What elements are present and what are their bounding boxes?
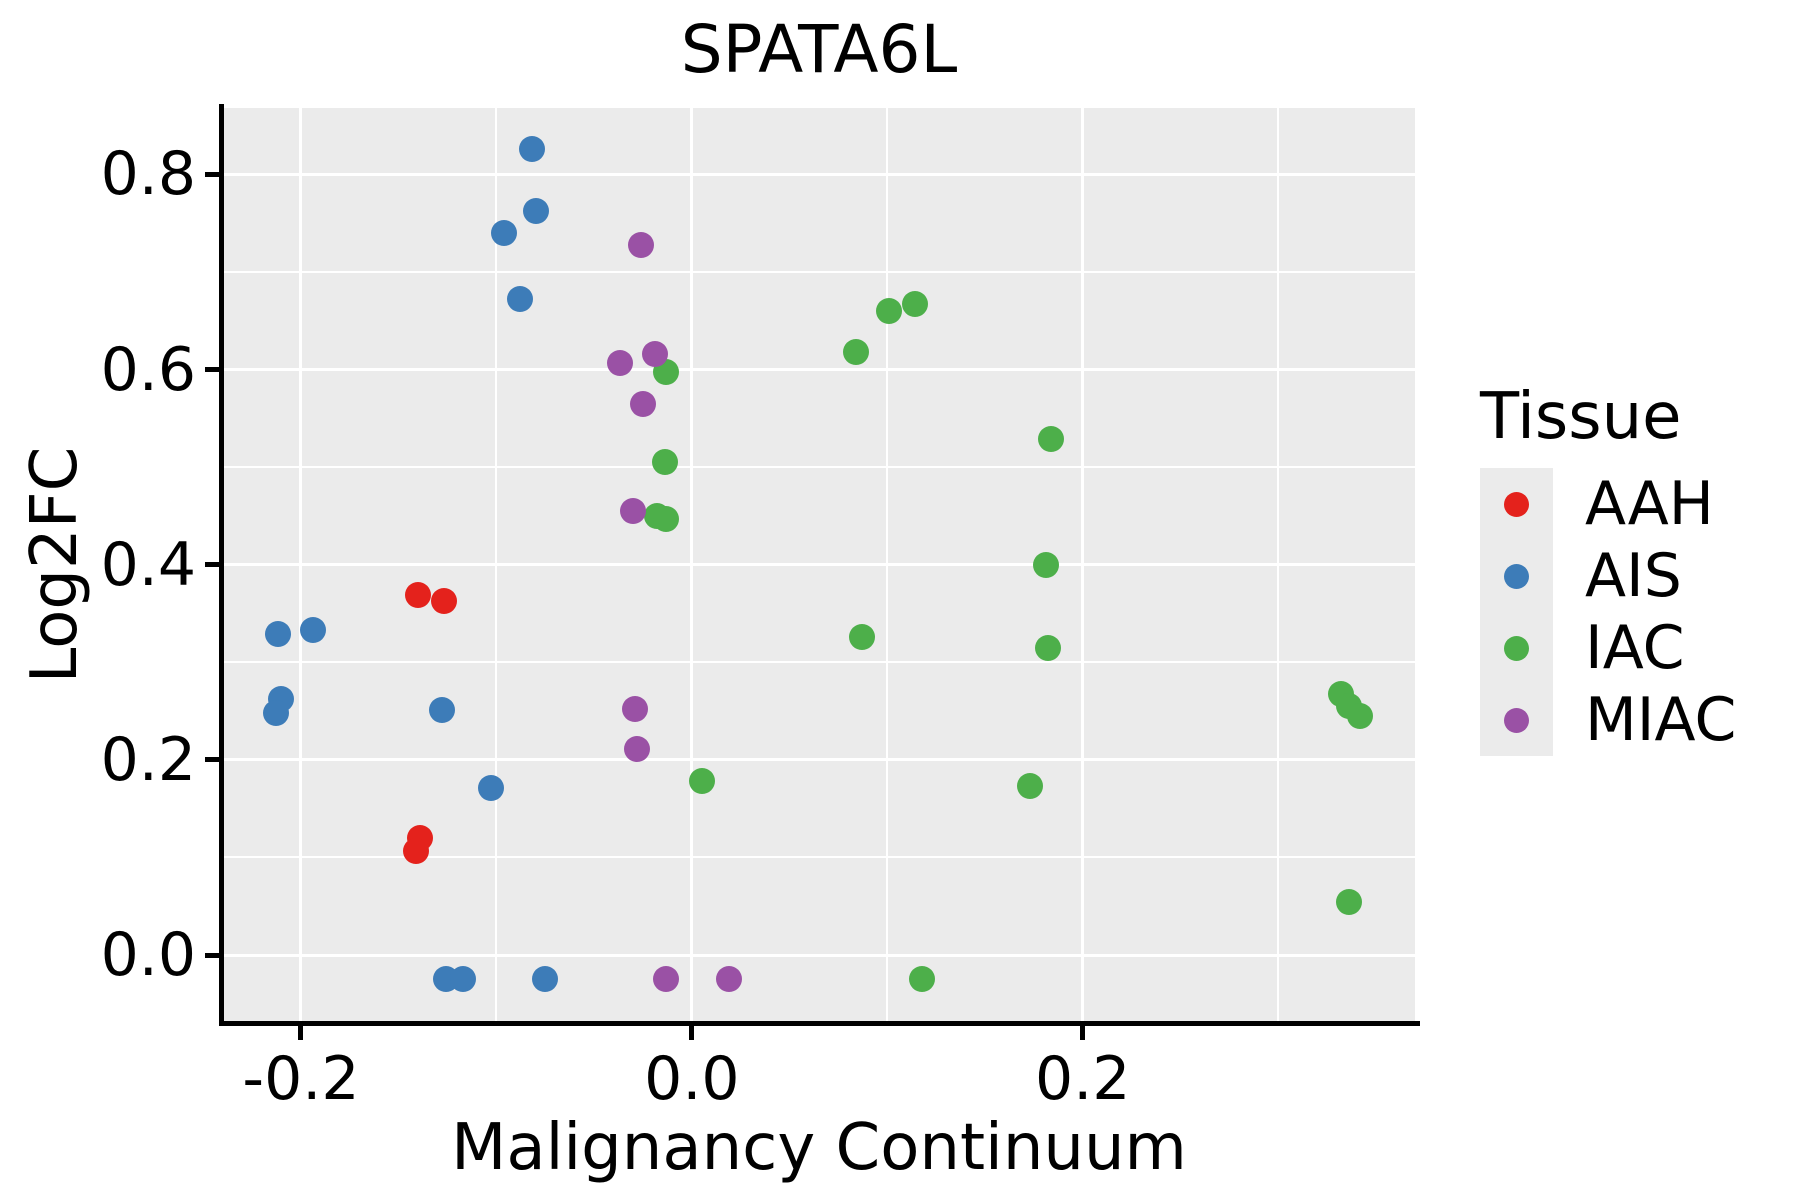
data-point-iac bbox=[848, 623, 875, 650]
data-point-aah bbox=[430, 587, 457, 614]
y-axis-tick bbox=[205, 952, 219, 958]
y-tick-label: 0.2 bbox=[100, 724, 196, 795]
data-point-iac bbox=[909, 966, 936, 993]
legend-title: Tissue bbox=[1480, 380, 1682, 454]
y-major-gridline bbox=[223, 953, 1415, 957]
data-point-miac bbox=[715, 966, 742, 993]
x-axis-tick bbox=[298, 1026, 304, 1040]
data-point-ais bbox=[428, 697, 455, 724]
data-point-iac bbox=[1016, 773, 1043, 800]
y-minor-gridline bbox=[223, 856, 1415, 859]
data-point-iac bbox=[901, 291, 928, 318]
legend-label: AIS bbox=[1585, 541, 1682, 611]
y-major-gridline bbox=[223, 172, 1415, 176]
legend-label: AAH bbox=[1585, 469, 1714, 539]
data-point-miac bbox=[653, 966, 680, 993]
data-point-iac bbox=[1335, 889, 1362, 916]
legend-key bbox=[1480, 468, 1553, 540]
data-point-miac bbox=[620, 498, 647, 525]
data-point-ais bbox=[262, 700, 289, 727]
data-point-ais bbox=[299, 617, 326, 644]
plot-panel bbox=[223, 108, 1415, 1021]
y-major-gridline bbox=[223, 563, 1415, 567]
data-point-ais bbox=[506, 286, 533, 313]
y-minor-gridline bbox=[223, 466, 1415, 469]
x-axis-tick bbox=[1080, 1026, 1086, 1040]
y-axis-tick bbox=[205, 562, 219, 568]
data-point-iac bbox=[1347, 702, 1374, 729]
legend-label: MIAC bbox=[1585, 685, 1737, 755]
legend: Tissue AAH AIS IAC MIAC bbox=[1480, 382, 1800, 756]
legend-entries: AAH AIS IAC MIAC bbox=[1480, 468, 1800, 756]
legend-dot-iac bbox=[1504, 635, 1529, 661]
data-point-iac bbox=[651, 449, 678, 476]
data-point-iac bbox=[653, 505, 680, 532]
y-tick-label: 0.4 bbox=[100, 529, 196, 600]
x-tick-label: 0.0 bbox=[644, 1044, 740, 1114]
legend-key bbox=[1480, 684, 1553, 756]
x-axis-tick bbox=[689, 1026, 695, 1040]
legend-dot-aah bbox=[1504, 491, 1529, 517]
plot-title: SPATA6L bbox=[680, 11, 958, 88]
data-point-ais bbox=[532, 966, 559, 993]
y-tick-label: 0.6 bbox=[100, 334, 196, 405]
y-axis-tick bbox=[205, 367, 219, 373]
y-major-gridline bbox=[223, 368, 1415, 372]
x-axis-line bbox=[219, 1021, 1420, 1026]
data-point-miac bbox=[630, 390, 656, 417]
y-axis-tick bbox=[205, 757, 219, 763]
legend-entry-ais: AIS bbox=[1480, 540, 1800, 612]
data-point-ais bbox=[264, 620, 291, 647]
data-point-ais bbox=[522, 198, 549, 225]
data-point-miac bbox=[641, 340, 668, 367]
legend-entry-iac: IAC bbox=[1480, 612, 1800, 684]
legend-entry-aah: AAH bbox=[1480, 468, 1800, 540]
data-point-ais bbox=[518, 135, 545, 162]
data-point-miac bbox=[624, 736, 651, 763]
y-minor-gridline bbox=[223, 270, 1415, 273]
y-axis-tick bbox=[205, 171, 219, 177]
data-point-ais bbox=[450, 966, 477, 993]
x-axis-title: Malignancy Continuum bbox=[451, 1111, 1187, 1185]
x-tick-label: 0.2 bbox=[1035, 1044, 1131, 1114]
data-point-aah bbox=[403, 837, 430, 864]
data-point-miac bbox=[622, 696, 649, 723]
y-major-gridline bbox=[223, 758, 1415, 762]
legend-label: IAC bbox=[1585, 613, 1685, 683]
y-minor-gridline bbox=[223, 661, 1415, 664]
y-axis-title: Log2FC bbox=[18, 446, 92, 684]
data-point-iac bbox=[1038, 425, 1065, 452]
data-point-iac bbox=[843, 338, 870, 365]
y-tick-label: 0.8 bbox=[100, 139, 196, 210]
data-point-iac bbox=[876, 297, 903, 324]
data-point-miac bbox=[628, 231, 655, 258]
data-point-aah bbox=[405, 581, 432, 608]
y-axis-line bbox=[219, 104, 224, 1026]
data-point-miac bbox=[606, 349, 633, 376]
y-tick-label: 0.0 bbox=[100, 920, 196, 991]
data-point-iac bbox=[1032, 551, 1059, 578]
legend-dot-miac bbox=[1504, 707, 1529, 733]
legend-entry-miac: MIAC bbox=[1480, 684, 1800, 756]
x-tick-label: -0.2 bbox=[242, 1044, 360, 1114]
data-point-iac bbox=[1034, 634, 1061, 661]
data-point-ais bbox=[477, 775, 504, 802]
data-point-ais bbox=[491, 219, 518, 246]
legend-key bbox=[1480, 612, 1553, 684]
legend-dot-ais bbox=[1504, 563, 1529, 589]
legend-key bbox=[1480, 540, 1553, 612]
data-point-iac bbox=[688, 768, 715, 795]
